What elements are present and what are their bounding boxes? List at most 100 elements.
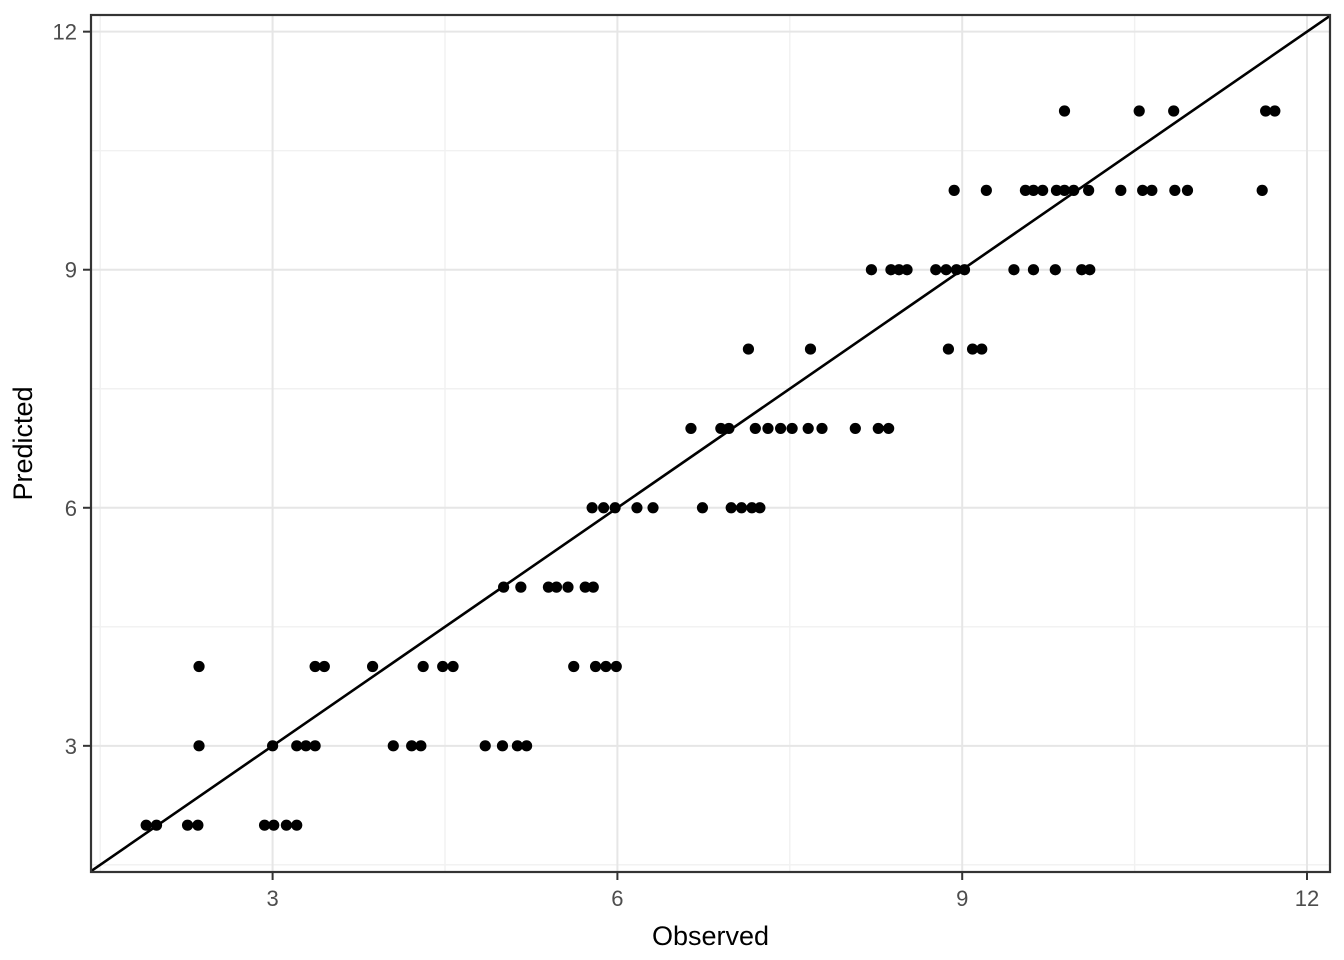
data-point [521, 740, 533, 752]
x-tick-label: 3 [266, 886, 278, 911]
data-point [749, 422, 761, 435]
data-point [266, 740, 279, 752]
identity-line-layer [90, 14, 1331, 873]
data-point [942, 343, 955, 355]
data-point [804, 343, 817, 355]
data-point [193, 740, 205, 752]
data-point [1181, 184, 1194, 196]
data-point [735, 502, 748, 514]
data-point [1019, 184, 1032, 196]
data-point [775, 422, 787, 435]
x-axis-title: Observed [652, 921, 769, 951]
data-point [479, 740, 491, 752]
data-point [587, 581, 599, 593]
data-point [417, 660, 429, 673]
data-point [600, 660, 612, 673]
data-point [631, 502, 643, 514]
data-point [498, 581, 510, 593]
data-point [723, 422, 735, 435]
data-point [181, 819, 194, 831]
data-point [589, 660, 602, 673]
data-points-layer [140, 105, 1281, 831]
data-point [786, 422, 798, 435]
data-point [1083, 184, 1095, 196]
data-point [309, 660, 321, 673]
data-point [579, 581, 591, 593]
data-point [437, 660, 449, 673]
data-point [958, 264, 971, 276]
data-point [562, 581, 574, 593]
data-point [1037, 184, 1049, 196]
data-point [885, 264, 897, 276]
data-point [415, 740, 427, 752]
data-point [586, 502, 598, 514]
panel-border [89, 13, 1332, 874]
data-point [1169, 184, 1181, 196]
data-point [309, 740, 321, 752]
data-point [387, 740, 399, 752]
x-tick-label: 6 [611, 886, 623, 911]
data-point [1076, 264, 1088, 276]
data-point [406, 740, 418, 752]
data-point [849, 422, 861, 435]
data-point [950, 264, 963, 276]
data-point [865, 264, 878, 276]
x-tick-label: 9 [956, 886, 968, 911]
data-point [715, 422, 727, 435]
x-tick-label: 12 [1295, 886, 1319, 911]
data-point [725, 502, 737, 514]
data-point [1137, 184, 1149, 196]
data-point [1115, 184, 1127, 196]
data-point [696, 502, 709, 514]
data-point [816, 422, 828, 435]
data-point [1058, 105, 1071, 117]
y-axis-title: Predicted [8, 386, 38, 500]
data-point [1027, 184, 1040, 196]
data-point [1084, 264, 1096, 276]
data-point [280, 819, 292, 831]
data-point [447, 660, 459, 673]
data-point [1050, 184, 1063, 196]
data-point [598, 502, 610, 514]
data-point [515, 581, 527, 593]
y-tick-label: 3 [65, 734, 77, 759]
data-point [318, 660, 330, 673]
data-point [1008, 264, 1020, 276]
data-point [291, 819, 303, 831]
data-point [568, 660, 580, 673]
data-point [609, 502, 621, 514]
panel-border-layer [89, 13, 1332, 874]
axis-ticks-layer [83, 30, 1309, 880]
data-point [1049, 264, 1061, 276]
data-point [610, 660, 622, 673]
data-point [496, 740, 509, 752]
data-point [1133, 105, 1145, 117]
data-point [258, 819, 271, 831]
data-point [754, 502, 766, 514]
data-point [883, 422, 895, 435]
data-point [366, 660, 379, 673]
data-point [980, 184, 992, 196]
data-point [511, 740, 524, 752]
identity-line [90, 14, 1331, 873]
data-point [291, 740, 303, 752]
y-tick-label: 12 [53, 20, 77, 45]
data-point [150, 819, 163, 831]
y-tick-label: 6 [65, 496, 77, 521]
data-point [901, 264, 913, 276]
data-point [930, 264, 942, 276]
data-point [872, 422, 884, 435]
data-point [1256, 184, 1268, 196]
data-point [1146, 184, 1158, 196]
data-point [742, 343, 755, 355]
data-point [1068, 184, 1080, 196]
data-point [140, 819, 152, 831]
axis-tick-labels-layer: 3 6 9 12 3 6 9 12 [53, 20, 1320, 911]
data-point [746, 502, 758, 514]
data-point [976, 343, 988, 355]
data-point [685, 422, 697, 435]
data-point [1058, 184, 1071, 196]
y-tick-label: 9 [65, 258, 77, 283]
data-point [966, 343, 979, 355]
data-point [762, 422, 774, 435]
